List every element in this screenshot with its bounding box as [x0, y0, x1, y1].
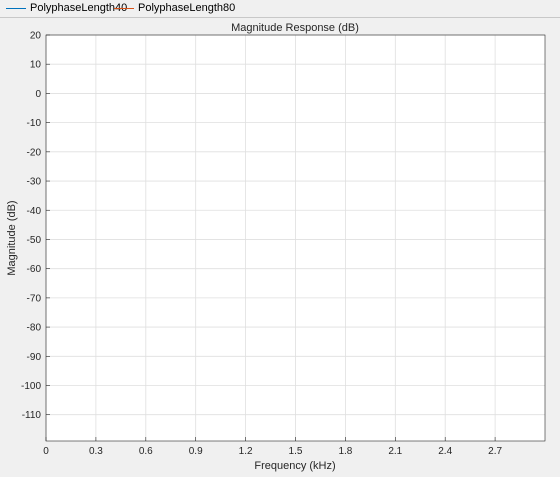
x-tick-label: 2.1 — [388, 446, 402, 457]
y-tick-label: -60 — [27, 264, 42, 275]
x-tick-label: 0.9 — [189, 446, 203, 457]
y-tick-label: -20 — [27, 147, 42, 158]
y-tick-label: 0 — [35, 89, 41, 100]
grid — [45, 34, 545, 441]
y-axis-label: Magnitude (dB) — [6, 200, 18, 275]
y-tick-label: -80 — [27, 323, 42, 334]
x-axis-label: Frequency (kHz) — [254, 460, 335, 472]
y-tick-label: -90 — [27, 352, 42, 363]
legend-swatch-icon — [6, 7, 26, 9]
y-tick-label: -70 — [27, 293, 42, 304]
legend-swatch-icon — [114, 7, 134, 9]
y-tick-label: -110 — [22, 410, 42, 421]
legend-label: PolyphaseLength80 — [138, 2, 236, 14]
x-tick-label: 1.2 — [239, 446, 253, 457]
y-tick-label: 10 — [30, 60, 42, 71]
chart-title: Magnitude Response (dB) — [231, 22, 359, 34]
x-tick-label: 2.7 — [488, 446, 502, 457]
y-tick-label: -30 — [27, 177, 42, 188]
x-tick-label: 1.5 — [289, 446, 303, 457]
x-tick-label: 1.8 — [338, 446, 352, 457]
y-tick-label: -50 — [27, 235, 42, 246]
y-tick-label: -10 — [27, 118, 42, 129]
x-tick-label: 0.3 — [89, 446, 103, 457]
x-tick-label: 0 — [43, 446, 49, 457]
magnitude-response-chart: 0 0.3 0.6 0.9 1.2 1.5 1.8 2.1 2.4 2.7 20 10 0 -10 -20 -… — [0, 18, 560, 477]
x-tick-label: 2.4 — [438, 446, 452, 457]
ticks: 0 0.3 0.6 0.9 1.2 1.5 1.8 2.1 2.4 2.7 20 10 0 -10 -20 -… — [21, 31, 503, 458]
y-tick-label: -40 — [27, 206, 42, 217]
legend-label: PolyphaseLength40 — [30, 2, 128, 14]
chart-legend: PolyphaseLength40 PolyphaseLength80 — [0, 0, 560, 18]
legend-item-polyphaselength40[interactable]: PolyphaseLength40 — [6, 1, 127, 15]
x-tick-label: 0.6 — [139, 446, 153, 457]
y-tick-label: -100 — [21, 381, 41, 392]
legend-item-polyphaselength80[interactable]: PolyphaseLength80 — [114, 1, 235, 15]
y-tick-label: 20 — [30, 31, 42, 42]
